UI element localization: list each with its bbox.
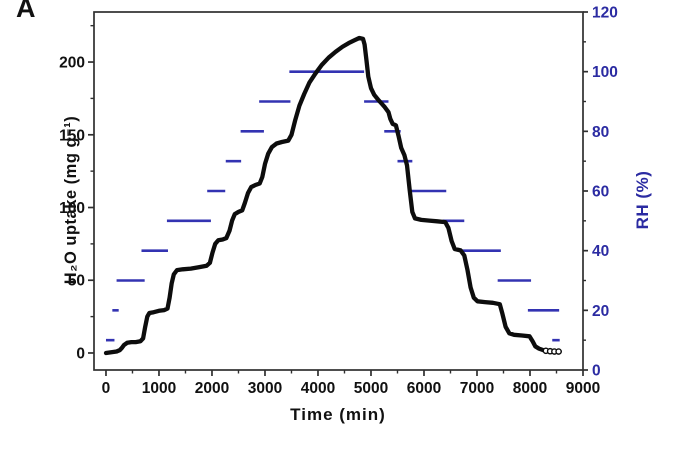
right-tick-label: 120 [592,5,618,22]
left-tick-label: 0 [76,345,85,362]
x-tick-label: 7000 [460,380,494,397]
x-axis-title: Time (min) [290,405,386,424]
right-tick-label: 60 [592,184,609,201]
uptake-tail-marker [555,348,562,355]
x-tick-label: 0 [102,380,111,397]
panel-label: A [16,0,36,23]
x-tick-label: 1000 [142,380,176,397]
right-tick-label: 0 [592,363,601,380]
x-tick-label: 4000 [301,380,335,397]
x-tick-label: 3000 [248,380,282,397]
right-tick-label: 20 [592,303,609,320]
left-tick-label: 100 [59,200,85,217]
left-tick-label: 150 [59,127,85,144]
x-tick-label: 5000 [354,380,388,397]
uptake-curve [103,35,562,356]
right-tick-label: 80 [592,124,609,141]
right-tick-label: 100 [592,64,618,81]
x-tick-label: 2000 [195,380,229,397]
left-tick-label: 200 [59,55,85,72]
left-tick-label: 50 [68,273,85,290]
right-tick-label: 40 [592,243,609,260]
x-tick-label: 9000 [566,380,600,397]
left-y-axis-title: H₂O uptake (mg g⁻¹) [62,115,80,285]
x-tick-label: 6000 [407,380,441,397]
right-y-axis-title: RH (%) [633,170,652,230]
plot-frame [93,11,584,371]
x-tick-label: 8000 [513,380,547,397]
